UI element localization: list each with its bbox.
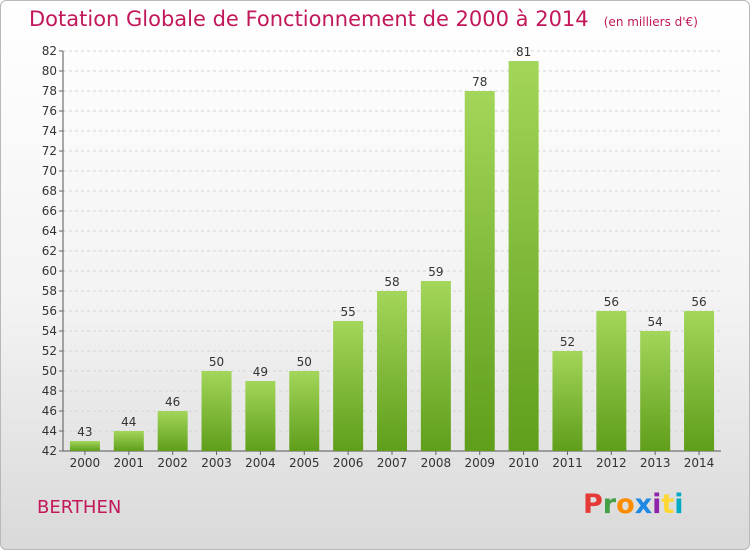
x-tick-label: 2001 [114, 456, 145, 470]
bar-value-label: 50 [209, 355, 224, 369]
x-tick-label: 2014 [684, 456, 715, 470]
y-tick-label: 72 [42, 144, 57, 158]
bar [201, 371, 232, 451]
logo-letter: P [583, 489, 603, 520]
bar-value-label: 56 [691, 295, 706, 309]
y-tick-label: 44 [42, 424, 57, 438]
x-tick-label: 2002 [157, 456, 188, 470]
x-tick-label: 2013 [640, 456, 671, 470]
bar [464, 91, 495, 451]
y-tick-label: 50 [42, 364, 57, 378]
bar [640, 331, 671, 451]
y-tick-label: 48 [42, 384, 57, 398]
x-tick-label: 2006 [333, 456, 364, 470]
y-tick-label: 82 [42, 44, 57, 58]
bar-value-label: 49 [253, 365, 268, 379]
bar-value-label: 43 [77, 425, 92, 439]
y-tick-label: 80 [42, 64, 57, 78]
y-tick-label: 42 [42, 444, 57, 458]
bar-value-label: 59 [428, 265, 443, 279]
logo-letter: i [652, 489, 662, 520]
bar [552, 351, 583, 451]
bar-value-label: 55 [340, 305, 355, 319]
bar-value-label: 58 [384, 275, 399, 289]
y-tick-label: 52 [42, 344, 57, 358]
y-tick-label: 64 [42, 224, 57, 238]
y-tick-label: 62 [42, 244, 57, 258]
x-tick-label: 2012 [596, 456, 627, 470]
y-tick-label: 58 [42, 284, 57, 298]
logo-letter: i [674, 489, 684, 520]
bar [245, 381, 276, 451]
bar [289, 371, 320, 451]
logo-letter: t [661, 489, 675, 520]
bar [113, 431, 144, 451]
y-tick-label: 54 [42, 324, 57, 338]
bar [684, 311, 715, 451]
bar [69, 441, 100, 451]
commune-name: BERTHEN [37, 497, 122, 518]
y-tick-label: 78 [42, 84, 57, 98]
bar [508, 61, 539, 451]
bar [333, 321, 364, 451]
x-tick-label: 2010 [508, 456, 539, 470]
y-tick-label: 60 [42, 264, 57, 278]
x-tick-label: 2003 [201, 456, 232, 470]
y-tick-label: 46 [42, 404, 57, 418]
x-tick-label: 2004 [245, 456, 276, 470]
proxiti-logo: Proxiti [583, 489, 684, 520]
bar-value-label: 50 [297, 355, 312, 369]
x-tick-label: 2000 [70, 456, 101, 470]
bar-value-label: 44 [121, 415, 136, 429]
x-tick-label: 2011 [552, 456, 583, 470]
y-tick-label: 70 [42, 164, 57, 178]
chart-title: Dotation Globale de Fonctionnement de 20… [29, 7, 698, 31]
y-tick-label: 56 [42, 304, 57, 318]
bar-value-label: 81 [516, 45, 531, 59]
chart-title-text: Dotation Globale de Fonctionnement de 20… [29, 7, 589, 31]
logo-letter: x [634, 489, 653, 520]
y-tick-label: 68 [42, 184, 57, 198]
y-tick-label: 76 [42, 104, 57, 118]
bar-value-label: 56 [604, 295, 619, 309]
x-tick-label: 2007 [377, 456, 408, 470]
bar [377, 291, 407, 451]
y-tick-label: 66 [42, 204, 57, 218]
bar [157, 411, 188, 451]
bar-value-label: 46 [165, 395, 180, 409]
logo-letter: o [616, 489, 635, 520]
y-tick-label: 74 [42, 124, 57, 138]
bar [596, 311, 627, 451]
chart-unit: (en milliers d'€) [603, 15, 698, 29]
bar [420, 281, 451, 451]
bar-value-label: 78 [472, 75, 487, 89]
x-tick-label: 2009 [464, 456, 495, 470]
bar-value-label: 54 [648, 315, 663, 329]
bar-value-label: 52 [560, 335, 575, 349]
logo-letter: r [602, 489, 617, 520]
x-tick-label: 2008 [421, 456, 452, 470]
x-tick-label: 2005 [289, 456, 320, 470]
